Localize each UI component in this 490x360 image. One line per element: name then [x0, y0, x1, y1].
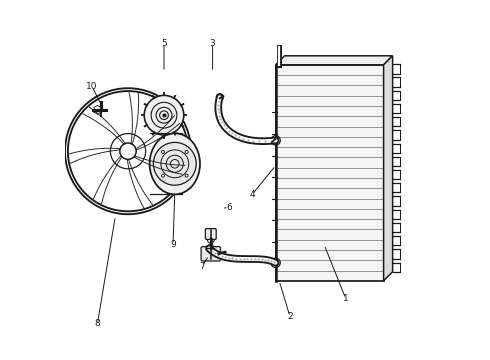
FancyBboxPatch shape — [201, 247, 220, 261]
Text: 4: 4 — [249, 190, 255, 199]
Text: 7: 7 — [199, 262, 205, 271]
Polygon shape — [275, 56, 392, 65]
Text: 6: 6 — [226, 202, 232, 211]
Text: 2: 2 — [287, 312, 293, 321]
Text: 8: 8 — [95, 320, 100, 328]
Polygon shape — [384, 56, 392, 281]
Bar — [275, 65, 384, 281]
Circle shape — [207, 236, 215, 243]
Circle shape — [144, 95, 184, 135]
Text: 5: 5 — [161, 39, 167, 48]
Ellipse shape — [149, 133, 200, 194]
FancyBboxPatch shape — [205, 229, 216, 239]
Text: 1: 1 — [343, 294, 349, 303]
Text: 3: 3 — [210, 39, 216, 48]
Text: 9: 9 — [170, 240, 176, 249]
Text: 10: 10 — [86, 82, 98, 91]
Circle shape — [153, 142, 196, 185]
